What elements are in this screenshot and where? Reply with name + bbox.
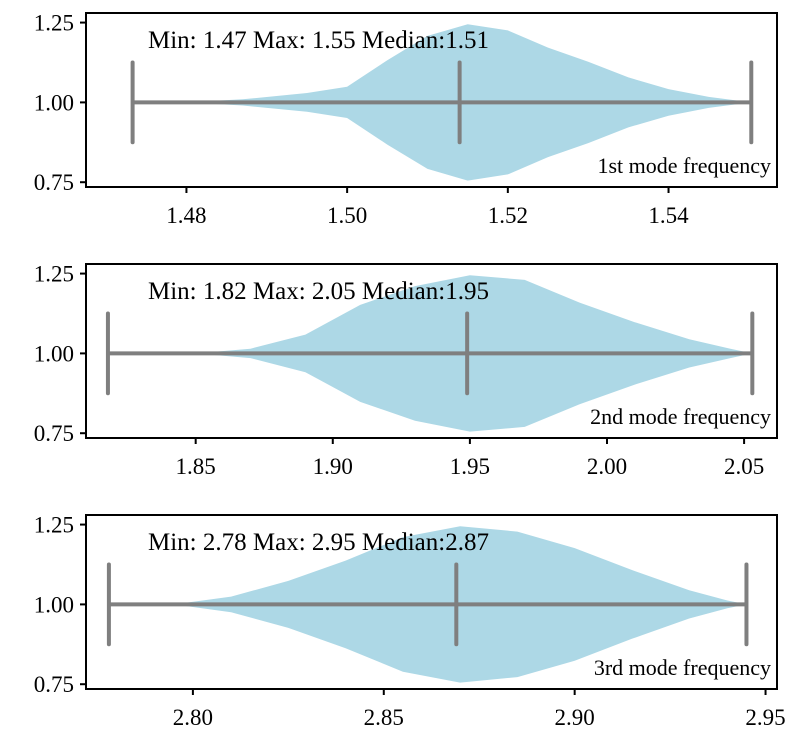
x-tick-label-2nd: 1.85 bbox=[176, 454, 216, 479]
mode-label-2nd: 2nd mode frequency bbox=[590, 404, 771, 429]
y-tick-label-3rd: 0.75 bbox=[34, 672, 74, 697]
x-tick-label-3rd: 2.80 bbox=[173, 705, 213, 730]
x-tick-label-1st: 1.52 bbox=[488, 203, 528, 228]
y-tick-label-3rd: 1.00 bbox=[34, 592, 74, 617]
x-tick-label-2nd: 1.95 bbox=[450, 454, 490, 479]
stats-annotation-2nd: Min: 1.82 Max: 2.05 Median:1.95 bbox=[148, 278, 489, 305]
axes-frame-2nd bbox=[85, 263, 778, 439]
x-tick-label-2nd: 2.05 bbox=[724, 454, 764, 479]
y-tick-label-1st: 1.00 bbox=[34, 90, 74, 115]
axes-frame-1st bbox=[85, 12, 778, 188]
x-tick-label-3rd: 2.90 bbox=[555, 705, 595, 730]
y-tick-label-3rd: 1.25 bbox=[34, 513, 74, 538]
panel-1st-mode: 1.48 1.50 1.52 1.54 0.75 1.00 1.25 Min: 1.47 Ma… bbox=[34, 11, 778, 228]
y-tick-label-2nd: 0.75 bbox=[34, 421, 74, 446]
x-tick-label-1st: 1.50 bbox=[327, 203, 367, 228]
y-tick-label-1st: 0.75 bbox=[34, 170, 74, 195]
panel-2nd-mode: 1.85 1.90 1.95 2.00 2.05 0.75 1.00 1.25 Min: 1.8… bbox=[34, 262, 778, 479]
x-tick-label-1st: 1.54 bbox=[648, 203, 689, 228]
x-tick-label-1st: 1.48 bbox=[166, 203, 206, 228]
y-tick-label-2nd: 1.25 bbox=[34, 262, 74, 287]
mode-label-3rd: 3rd mode frequency bbox=[594, 655, 771, 680]
axes-frame-3rd bbox=[85, 514, 778, 690]
x-tick-label-2nd: 1.90 bbox=[313, 454, 353, 479]
y-tick-label-2nd: 1.00 bbox=[34, 341, 74, 366]
y-tick-label-1st: 1.25 bbox=[34, 11, 74, 36]
stats-annotation-3rd: Min: 2.78 Max: 2.95 Median:2.87 bbox=[148, 529, 489, 556]
stats-annotation-1st: Min: 1.47 Max: 1.55 Median:1.51 bbox=[148, 27, 489, 54]
mode-label-1st: 1st mode frequency bbox=[598, 153, 772, 178]
panel-3rd-mode: 2.80 2.85 2.90 2.95 0.75 1.00 1.25 Min: 2.78 Ma… bbox=[34, 513, 786, 730]
x-tick-label-3rd: 2.95 bbox=[745, 705, 785, 730]
x-tick-label-2nd: 2.00 bbox=[587, 454, 627, 479]
x-tick-label-3rd: 2.85 bbox=[364, 705, 404, 730]
